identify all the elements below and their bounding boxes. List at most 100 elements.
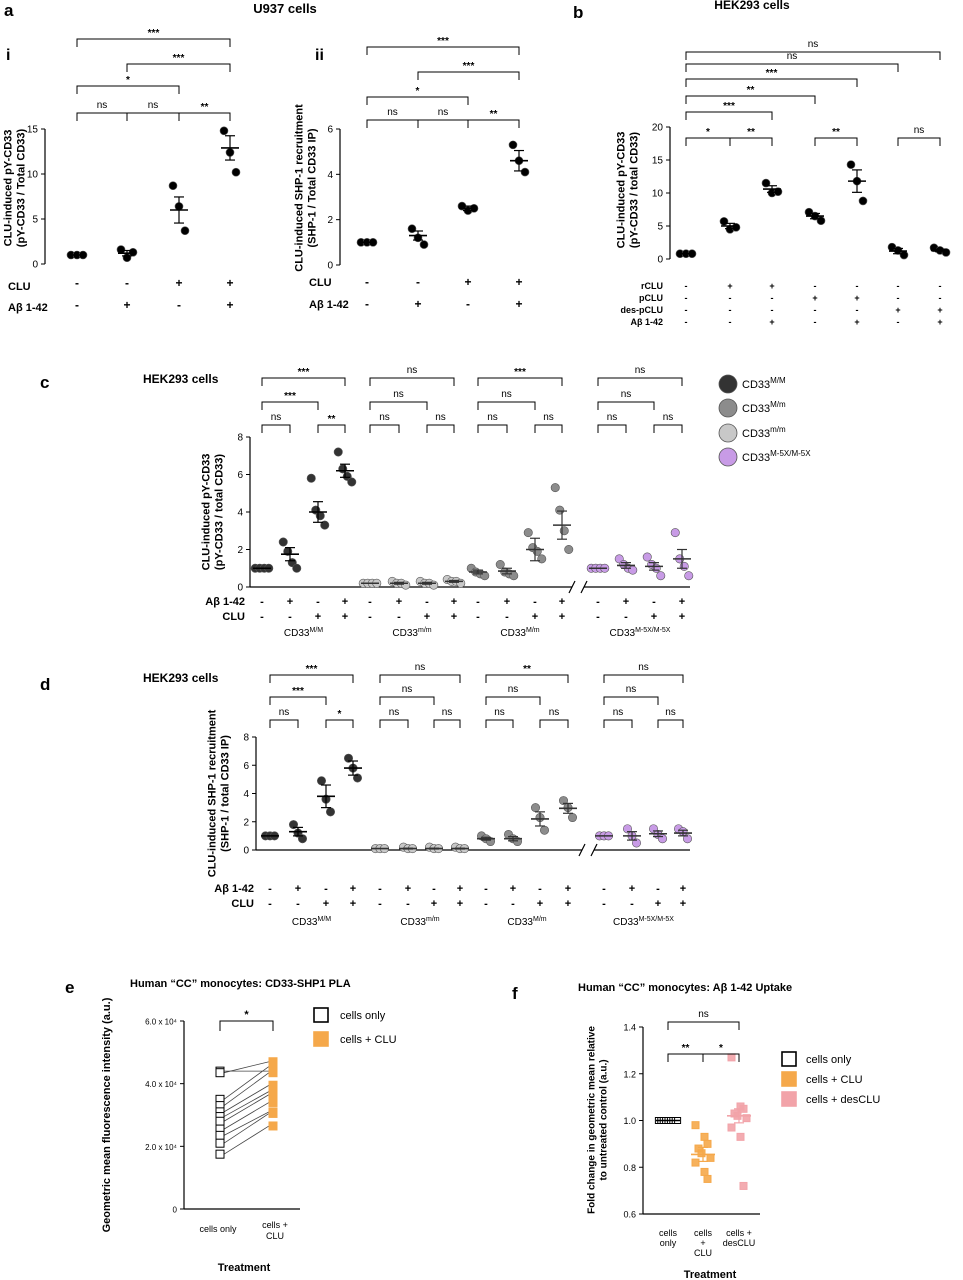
data-point (761, 178, 771, 188)
group-label: CD33M/m (500, 627, 539, 639)
sig-bracket (261, 377, 346, 386)
pair-line (223, 1113, 270, 1144)
condition-sign: - (268, 883, 272, 895)
pair-line (223, 1066, 270, 1100)
data-point (703, 1139, 712, 1148)
sig-bracket (729, 137, 773, 146)
condition-sign: - (856, 281, 859, 291)
condition-sign: + (315, 611, 321, 623)
sig-bracket (539, 719, 569, 728)
y-tick-label: 0 (32, 260, 38, 271)
legend-label: cells + desCLU (806, 1094, 880, 1106)
panel-letter-b: b (573, 3, 583, 22)
sig-bracket (814, 137, 858, 146)
data-point (215, 1130, 225, 1140)
group-label: CD33M-5X/M-5X (610, 627, 671, 639)
data-point (651, 563, 661, 573)
sig-label: ** (523, 664, 531, 675)
y-axis-title-line: Geometric mean fluorescence intensity (a… (101, 997, 113, 1232)
sig-bracket (379, 674, 461, 683)
data-point (719, 217, 729, 226)
legend-marker (313, 1031, 329, 1047)
legend-label: cells + CLU (806, 1074, 863, 1086)
condition-sign: - (856, 305, 859, 315)
data-point (846, 160, 856, 169)
sig-label: *** (766, 68, 778, 79)
sig-bracket (685, 63, 899, 72)
condition-sign: + (559, 611, 565, 623)
condition-sign: - (771, 293, 774, 303)
sig-label: ns (487, 412, 498, 423)
axis-break (568, 580, 576, 594)
condition-sign: - (432, 883, 436, 895)
data-point (628, 565, 638, 575)
data-point (292, 563, 302, 573)
condition-sign: + (175, 276, 182, 290)
y-axis-title-line: (pY-CD33 / Total CD33) (15, 128, 27, 247)
chart-f: Fold change in geometric mean relative to… (587, 1009, 881, 1280)
axis-break (578, 843, 586, 857)
panel-numeral-ii: ii (315, 47, 324, 64)
y-axis-title-line: Fold change in geometric mean relative (587, 1026, 598, 1214)
sig-bracket (269, 674, 354, 683)
sig-label: ns (407, 365, 418, 376)
data-point (316, 776, 326, 786)
chart-b: CLU-induced pY-CD33 (pY-CD33 / total CD33… (615, 39, 951, 327)
condition-sign: + (679, 611, 685, 623)
u937-title: U937 cells (253, 1, 317, 16)
hek293-title-c: HEK293 cells (143, 372, 219, 386)
condition-sign: + (414, 297, 421, 311)
row-label: des-pCLU (621, 305, 664, 315)
legend-label: cells only (340, 1010, 386, 1022)
condition-sign: - (378, 898, 382, 910)
sig-label: ns (613, 707, 624, 718)
sig-bracket (417, 119, 469, 128)
row-label: Aβ 1-42 (214, 883, 254, 895)
legend-marker (781, 1071, 797, 1087)
group-label: CD33m/m (400, 916, 439, 928)
sig-bracket (702, 1053, 740, 1062)
condition-sign: - (897, 317, 900, 327)
sig-bracket (685, 78, 858, 87)
data-point (419, 240, 429, 249)
pair-line (223, 1084, 270, 1113)
row-label: Aβ 1-42 (309, 299, 349, 311)
data-point (288, 820, 298, 830)
data-point (700, 1132, 709, 1141)
sig-bracket (369, 401, 428, 410)
sig-bracket (597, 377, 683, 386)
sig-label: ns (415, 662, 426, 673)
legend-c-d: CD33M/M CD33M/m CD33m/m CD33M-5X/M-5X (718, 374, 811, 467)
data-point (727, 1123, 736, 1132)
y-tick-label: 8 (237, 433, 243, 444)
legend-label: CD33M-5X/M-5X (742, 449, 811, 464)
sig-label: ns (393, 389, 404, 400)
condition-sign: - (476, 611, 480, 623)
condition-sign: - (316, 596, 320, 608)
data-point (691, 1121, 700, 1130)
condition-sign: - (406, 898, 410, 910)
sig-label: *** (306, 664, 318, 675)
chart-d: CLU-induced SHP-1 recruitment (SHP-1 / to… (206, 662, 692, 928)
condition-sign: - (324, 883, 328, 895)
sig-bracket (379, 719, 409, 728)
y-tick-label: 2 (237, 545, 243, 556)
condition-sign: + (396, 596, 402, 608)
x-tick-label: desCLU (723, 1238, 756, 1248)
sig-label: ns (501, 389, 512, 400)
condition-sign: - (75, 298, 79, 312)
sig-label: ns (379, 412, 390, 423)
legend-marker (781, 1051, 797, 1067)
data-point (631, 838, 641, 848)
x-tick-label: cells + (262, 1220, 288, 1230)
data-point (539, 825, 549, 835)
data-point (306, 473, 316, 483)
data-point (700, 1167, 709, 1176)
sig-bracket (366, 119, 419, 128)
data-point (691, 1158, 700, 1167)
sig-bracket (897, 137, 941, 146)
data-point (215, 1116, 225, 1126)
sig-bracket (178, 112, 231, 121)
y-tick-label: 5 (657, 222, 663, 233)
y-axis-title-line: (pY-CD33 / total CD33) (628, 132, 640, 248)
